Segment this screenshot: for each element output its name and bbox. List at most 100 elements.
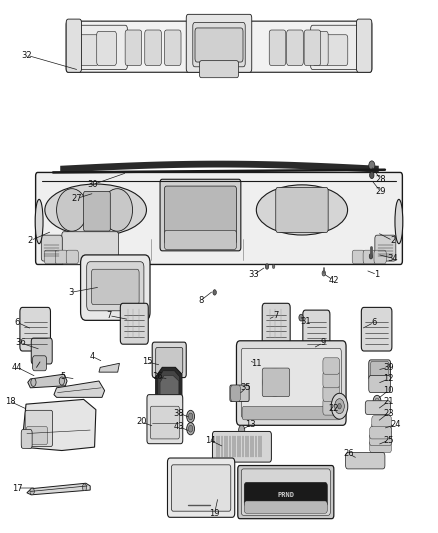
FancyBboxPatch shape <box>66 21 372 72</box>
FancyBboxPatch shape <box>241 348 341 418</box>
Text: 18: 18 <box>5 397 16 406</box>
FancyBboxPatch shape <box>311 25 365 69</box>
Text: 22: 22 <box>328 404 339 413</box>
Circle shape <box>335 399 344 414</box>
Circle shape <box>59 377 64 385</box>
FancyBboxPatch shape <box>326 35 348 66</box>
Ellipse shape <box>57 189 87 231</box>
FancyBboxPatch shape <box>147 394 183 443</box>
FancyBboxPatch shape <box>241 469 330 515</box>
Text: 5: 5 <box>60 373 65 382</box>
FancyBboxPatch shape <box>238 465 334 519</box>
FancyBboxPatch shape <box>81 255 150 320</box>
Text: 12: 12 <box>383 375 394 383</box>
FancyBboxPatch shape <box>352 250 364 264</box>
FancyBboxPatch shape <box>20 308 50 351</box>
FancyBboxPatch shape <box>84 191 110 231</box>
Text: 15: 15 <box>142 358 152 366</box>
Circle shape <box>187 410 194 423</box>
Text: 13: 13 <box>245 420 256 429</box>
Text: 3: 3 <box>68 288 73 297</box>
Text: 36: 36 <box>15 338 26 348</box>
Text: 14: 14 <box>205 436 215 445</box>
FancyBboxPatch shape <box>276 188 328 232</box>
FancyBboxPatch shape <box>150 406 179 439</box>
Text: 39: 39 <box>383 363 394 372</box>
Ellipse shape <box>35 199 43 244</box>
Text: 23: 23 <box>383 408 394 417</box>
FancyBboxPatch shape <box>269 30 286 66</box>
FancyBboxPatch shape <box>199 61 239 78</box>
Circle shape <box>82 484 87 491</box>
FancyBboxPatch shape <box>160 179 241 251</box>
FancyBboxPatch shape <box>374 250 386 264</box>
Text: 30: 30 <box>87 180 98 189</box>
Circle shape <box>369 161 375 171</box>
Text: 28: 28 <box>375 175 386 184</box>
FancyBboxPatch shape <box>323 385 339 401</box>
Text: 32: 32 <box>21 51 32 60</box>
Polygon shape <box>158 371 180 399</box>
Text: 11: 11 <box>251 359 261 368</box>
Circle shape <box>370 172 374 179</box>
Text: 44: 44 <box>12 363 22 372</box>
Circle shape <box>375 398 379 405</box>
Text: 19: 19 <box>209 508 220 518</box>
FancyBboxPatch shape <box>152 342 186 377</box>
FancyBboxPatch shape <box>62 232 119 264</box>
FancyBboxPatch shape <box>287 30 303 66</box>
FancyBboxPatch shape <box>31 338 52 364</box>
FancyBboxPatch shape <box>303 310 330 351</box>
FancyBboxPatch shape <box>370 426 392 439</box>
Circle shape <box>373 395 381 408</box>
Polygon shape <box>21 399 96 450</box>
Text: 8: 8 <box>198 296 203 305</box>
FancyBboxPatch shape <box>120 303 148 344</box>
Text: 42: 42 <box>328 276 339 285</box>
Circle shape <box>187 423 194 435</box>
FancyBboxPatch shape <box>35 173 403 264</box>
FancyBboxPatch shape <box>145 30 161 66</box>
Polygon shape <box>155 367 182 403</box>
Text: PRND: PRND <box>277 492 294 498</box>
Circle shape <box>265 264 269 269</box>
FancyBboxPatch shape <box>375 235 396 261</box>
Text: 20: 20 <box>136 417 147 426</box>
FancyBboxPatch shape <box>262 368 290 397</box>
FancyBboxPatch shape <box>323 372 339 388</box>
Polygon shape <box>99 364 120 372</box>
Polygon shape <box>27 483 90 495</box>
FancyBboxPatch shape <box>76 35 98 66</box>
FancyBboxPatch shape <box>230 385 249 401</box>
Text: 33: 33 <box>248 270 259 279</box>
Ellipse shape <box>395 199 403 244</box>
Text: 25: 25 <box>383 436 394 445</box>
Text: 31: 31 <box>300 317 311 326</box>
FancyBboxPatch shape <box>262 303 290 344</box>
FancyBboxPatch shape <box>193 22 245 67</box>
Text: 16: 16 <box>152 373 162 382</box>
FancyBboxPatch shape <box>41 235 62 261</box>
FancyBboxPatch shape <box>32 356 46 371</box>
Ellipse shape <box>45 184 146 236</box>
FancyBboxPatch shape <box>66 19 81 72</box>
FancyBboxPatch shape <box>361 308 392 351</box>
Text: 6: 6 <box>14 318 20 327</box>
Text: 1: 1 <box>374 270 380 279</box>
Text: 27: 27 <box>72 194 82 203</box>
FancyBboxPatch shape <box>346 453 385 469</box>
Text: 6: 6 <box>371 318 377 327</box>
Text: 21: 21 <box>383 397 394 406</box>
FancyBboxPatch shape <box>370 433 392 446</box>
Ellipse shape <box>256 185 348 235</box>
Circle shape <box>30 488 34 495</box>
FancyBboxPatch shape <box>231 385 240 401</box>
FancyBboxPatch shape <box>365 401 391 414</box>
FancyBboxPatch shape <box>26 426 47 445</box>
Ellipse shape <box>102 189 133 231</box>
FancyBboxPatch shape <box>212 431 272 462</box>
Circle shape <box>272 264 275 269</box>
Text: 43: 43 <box>173 422 184 431</box>
Ellipse shape <box>263 369 287 396</box>
Text: 2: 2 <box>28 236 33 245</box>
